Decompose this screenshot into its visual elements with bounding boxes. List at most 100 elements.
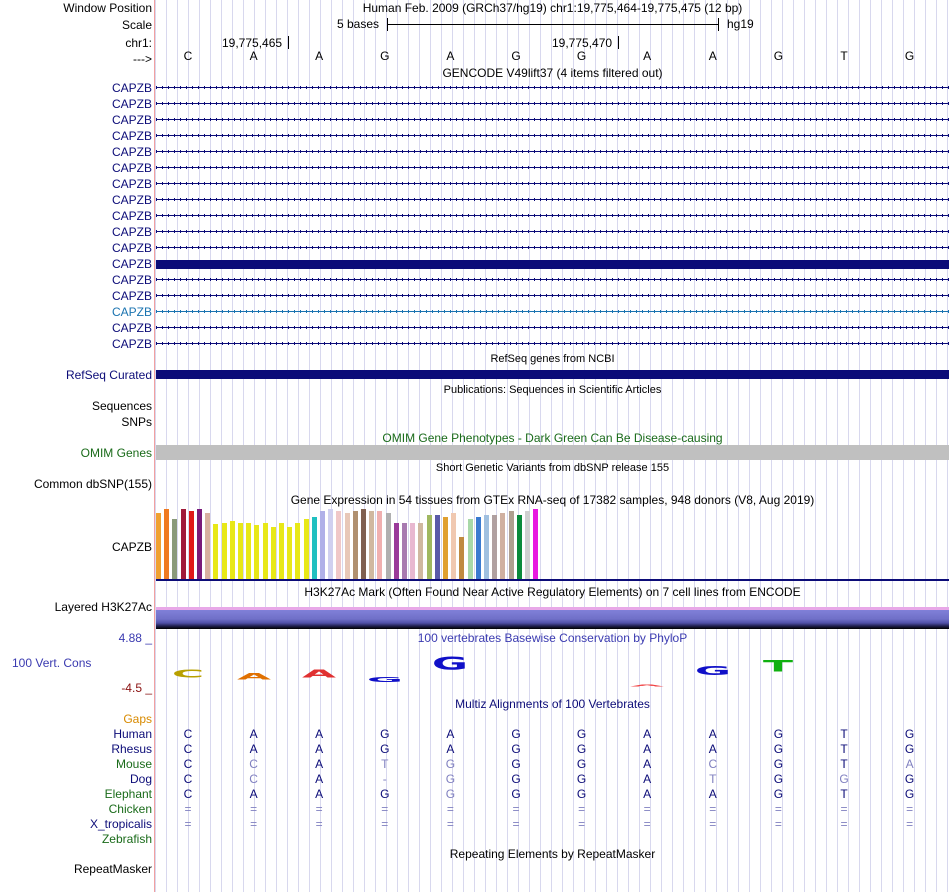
gencode-title[interactable]: GENCODE V49lift37 (4 items filtered out) bbox=[442, 66, 663, 80]
gencode-transcript-13[interactable] bbox=[156, 278, 949, 281]
multiz-species-elephant[interactable]: Elephant bbox=[104, 787, 152, 801]
dbsnp-title[interactable]: Short Genetic Variants from dbSNP releas… bbox=[435, 462, 670, 474]
gencode-transcript-10[interactable] bbox=[156, 230, 949, 233]
gtex-tissue-bar-32[interactable] bbox=[410, 523, 416, 579]
repeatmasker-title[interactable]: Repeating Elements by RepeatMasker bbox=[449, 847, 656, 861]
conservation-title[interactable]: 100 vertebrates Basewise Conservation by… bbox=[417, 631, 688, 645]
publications-snps-label[interactable]: SNPs bbox=[121, 415, 152, 429]
gtex-label[interactable]: CAPZB bbox=[111, 540, 152, 554]
gencode-track-label-3[interactable]: CAPZB bbox=[111, 113, 152, 127]
gtex-tissue-bar-27[interactable] bbox=[369, 511, 375, 579]
gtex-tissue-bar-42[interactable] bbox=[492, 515, 498, 579]
gtex-tissue-bar-38[interactable] bbox=[459, 537, 465, 579]
gencode-transcript-3[interactable] bbox=[156, 118, 949, 121]
refseq-title[interactable]: RefSeq genes from NCBI bbox=[490, 353, 615, 365]
multiz-species-chicken[interactable]: Chicken bbox=[108, 802, 152, 816]
gtex-tissue-bar-47[interactable] bbox=[533, 509, 539, 579]
gtex-tissue-bar-33[interactable] bbox=[418, 523, 424, 579]
multiz-species-mouse[interactable]: Mouse bbox=[115, 757, 152, 771]
gtex-tissue-bar-40[interactable] bbox=[475, 517, 481, 579]
gtex-tissue-bar-6[interactable] bbox=[197, 509, 202, 579]
conservation-label[interactable]: 100 Vert. Cons bbox=[12, 656, 92, 670]
gtex-tissue-bar-11[interactable] bbox=[238, 523, 243, 579]
gtex-tissue-bar-37[interactable] bbox=[451, 513, 457, 579]
gtex-tissue-bar-2[interactable] bbox=[164, 509, 170, 579]
gencode-transcript-17[interactable] bbox=[156, 342, 949, 345]
gencode-track-label-9[interactable]: CAPZB bbox=[111, 209, 152, 223]
gtex-tissue-bar-12[interactable] bbox=[246, 523, 252, 579]
gtex-tissue-bar-13[interactable] bbox=[254, 525, 260, 579]
gencode-track-label-4[interactable]: CAPZB bbox=[111, 129, 152, 143]
gencode-track-label-14[interactable]: CAPZB bbox=[111, 289, 152, 303]
gencode-track-label-10[interactable]: CAPZB bbox=[111, 225, 152, 239]
gtex-tissue-bar-10[interactable] bbox=[229, 521, 235, 579]
gencode-transcript-14[interactable] bbox=[156, 294, 949, 297]
gtex-tissue-bar-25[interactable] bbox=[352, 511, 358, 579]
h3k27ac-signal[interactable] bbox=[156, 607, 949, 629]
gtex-tissue-bar-43[interactable] bbox=[500, 513, 506, 579]
gtex-tissue-bar-22[interactable] bbox=[328, 509, 334, 579]
gtex-tissue-bar-24[interactable] bbox=[344, 513, 350, 579]
gencode-transcript-6[interactable] bbox=[156, 166, 949, 169]
publications-sequences-label[interactable]: Sequences bbox=[91, 399, 152, 413]
publications-title[interactable]: Publications: Sequences in Scientific Ar… bbox=[443, 384, 662, 396]
dbsnp-label[interactable]: Common dbSNP(155) bbox=[33, 477, 152, 491]
gencode-transcript-16[interactable] bbox=[156, 326, 949, 329]
multiz-species-zebrafish[interactable]: Zebrafish bbox=[101, 832, 152, 846]
gtex-tissue-bar-23[interactable] bbox=[336, 511, 342, 579]
omim-title[interactable]: OMIM Gene Phenotypes - Dark Green Can Be… bbox=[382, 431, 723, 445]
gtex-tissue-bar-45[interactable] bbox=[516, 515, 522, 579]
gtex-tissue-bar-46[interactable] bbox=[525, 511, 530, 579]
refseq-gene-bar[interactable] bbox=[156, 370, 949, 379]
omim-gene-bar[interactable] bbox=[156, 445, 949, 460]
multiz-species-human[interactable]: Human bbox=[113, 727, 152, 741]
gtex-tissue-bar-19[interactable] bbox=[303, 519, 309, 579]
gencode-transcript-11[interactable] bbox=[156, 246, 949, 249]
multiz-gaps-label[interactable]: Gaps bbox=[123, 712, 152, 726]
gencode-track-label-15[interactable]: CAPZB bbox=[111, 305, 152, 319]
gencode-track-label-8[interactable]: CAPZB bbox=[111, 193, 152, 207]
gtex-tissue-bar-5[interactable] bbox=[188, 511, 194, 579]
gtex-tissue-bar-41[interactable] bbox=[484, 515, 489, 579]
h3k27ac-label[interactable]: Layered H3K27Ac bbox=[54, 600, 152, 614]
multiz-species-rhesus[interactable]: Rhesus bbox=[111, 742, 152, 756]
gtex-tissue-bar-44[interactable] bbox=[508, 511, 514, 579]
gtex-tissue-bar-28[interactable] bbox=[377, 511, 383, 579]
gtex-tissue-bar-3[interactable] bbox=[172, 519, 178, 579]
gtex-tissue-bar-31[interactable] bbox=[402, 523, 407, 579]
gtex-bar-chart[interactable] bbox=[156, 508, 949, 579]
multiz-title[interactable]: Multiz Alignments of 100 Vertebrates bbox=[455, 697, 650, 711]
gencode-track-label-2[interactable]: CAPZB bbox=[111, 97, 152, 111]
gencode-track-label-13[interactable]: CAPZB bbox=[111, 273, 152, 287]
gencode-track-label-5[interactable]: CAPZB bbox=[111, 145, 152, 159]
gtex-tissue-bar-21[interactable] bbox=[320, 511, 325, 579]
gencode-track-label-7[interactable]: CAPZB bbox=[111, 177, 152, 191]
gtex-tissue-bar-4[interactable] bbox=[180, 509, 186, 579]
gencode-transcript-12[interactable] bbox=[156, 260, 949, 269]
gtex-tissue-bar-36[interactable] bbox=[443, 517, 448, 579]
gencode-transcript-5[interactable] bbox=[156, 150, 949, 153]
gencode-transcript-7[interactable] bbox=[156, 182, 949, 185]
gtex-tissue-bar-15[interactable] bbox=[270, 527, 276, 579]
gencode-track-label-17[interactable]: CAPZB bbox=[111, 337, 152, 351]
multiz-species-dog[interactable]: Dog bbox=[129, 772, 152, 786]
gtex-title[interactable]: Gene Expression in 54 tissues from GTEx … bbox=[290, 493, 815, 507]
multiz-species-x_tropicalis[interactable]: X_tropicalis bbox=[89, 817, 152, 831]
gtex-tissue-bar-17[interactable] bbox=[287, 527, 293, 579]
gencode-track-label-12[interactable]: CAPZB bbox=[111, 257, 152, 271]
gtex-tissue-bar-29[interactable] bbox=[385, 513, 391, 579]
gtex-tissue-bar-16[interactable] bbox=[279, 523, 284, 579]
h3k27ac-title[interactable]: H3K27Ac Mark (Often Found Near Active Re… bbox=[304, 585, 801, 599]
gtex-tissue-bar-20[interactable] bbox=[311, 517, 317, 579]
gtex-tissue-bar-35[interactable] bbox=[434, 515, 440, 579]
gencode-transcript-4[interactable] bbox=[156, 134, 949, 137]
gtex-tissue-bar-26[interactable] bbox=[361, 509, 366, 579]
gencode-transcript-8[interactable] bbox=[156, 198, 949, 201]
gencode-transcript-1[interactable] bbox=[156, 86, 949, 89]
gtex-tissue-bar-14[interactable] bbox=[262, 523, 268, 579]
repeatmasker-label[interactable]: RepeatMasker bbox=[73, 862, 152, 876]
gtex-tissue-bar-39[interactable] bbox=[467, 519, 473, 579]
gencode-track-label-1[interactable]: CAPZB bbox=[111, 81, 152, 95]
gencode-track-label-6[interactable]: CAPZB bbox=[111, 161, 152, 175]
gtex-tissue-bar-1[interactable] bbox=[156, 513, 161, 579]
